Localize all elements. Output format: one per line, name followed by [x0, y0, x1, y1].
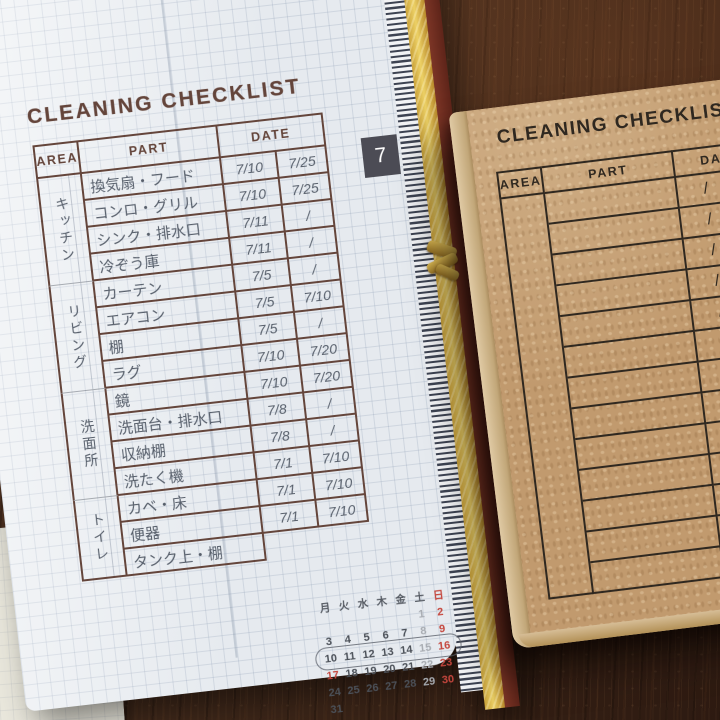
ribbon-knot	[424, 238, 463, 284]
area-label: トイレ	[89, 511, 112, 565]
date-cell-2	[319, 522, 372, 554]
stamp-header-date: DATE	[672, 131, 720, 178]
calendar-day	[440, 687, 461, 706]
calendar-day	[345, 697, 366, 716]
calendar-day	[402, 691, 423, 710]
calendar-day	[364, 695, 385, 714]
header-area-cell: AREA	[32, 140, 82, 180]
calendar-day	[383, 693, 404, 712]
area-label: キッチン	[53, 195, 77, 265]
area-label: 洗面所	[78, 418, 101, 471]
area-label: リビング	[65, 302, 90, 372]
calendar-day: 31	[329, 702, 344, 716]
cleaning-checklist-table: AREA PART DATE キッチン 換気扇・フード 7/10 7/25 コンロ・グリル 7/…	[32, 112, 372, 582]
area-cell: トイレ	[72, 495, 128, 582]
mini-calendar: 月火水木金土日 1 2 3 4 5 6 7 8 9 10 11 12 13 14 15 16 17 18 19 20 21…	[314, 585, 463, 718]
stamp-title: CLEANING CHECKLIST	[495, 98, 720, 149]
calendar-day	[421, 689, 442, 708]
month-tab: 7	[360, 134, 401, 179]
